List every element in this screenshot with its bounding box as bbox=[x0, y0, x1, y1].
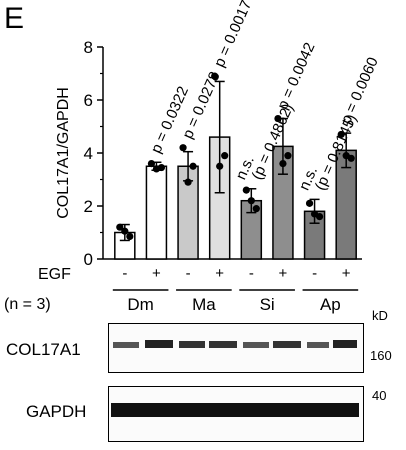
blot-label-gapdh: GAPDH bbox=[26, 402, 87, 421]
blot-gapdh bbox=[108, 386, 364, 442]
data-point bbox=[342, 152, 350, 160]
egf-sign-label: + bbox=[279, 265, 288, 282]
group-label: Ap bbox=[320, 295, 341, 314]
data-point bbox=[189, 162, 197, 170]
egf-sign-label: + bbox=[152, 265, 161, 282]
data-point bbox=[152, 165, 161, 173]
data-point bbox=[310, 210, 319, 218]
blot-col17a1 bbox=[108, 323, 364, 373]
blot-col17a1-bands bbox=[113, 340, 357, 348]
egf-sign-label: + bbox=[215, 265, 224, 282]
data-point bbox=[184, 178, 192, 186]
data-point bbox=[126, 232, 134, 241]
data-point bbox=[305, 199, 314, 207]
p-value-annotation: p = 0.0060 bbox=[337, 55, 382, 127]
y-tick-label: 0 bbox=[84, 250, 93, 269]
y-tick-label: 4 bbox=[84, 144, 93, 163]
band bbox=[209, 341, 237, 348]
blot-gapdh-bands bbox=[111, 403, 359, 417]
marker-40: 40 bbox=[372, 388, 387, 403]
egf-sign-label: - bbox=[186, 265, 191, 282]
band bbox=[111, 403, 359, 417]
data-point bbox=[216, 162, 224, 170]
data-point bbox=[242, 186, 250, 194]
data-point bbox=[284, 152, 292, 160]
y-tick-label: 8 bbox=[84, 38, 93, 57]
egf-label: EGF bbox=[38, 266, 71, 283]
y-tick-label: 6 bbox=[84, 91, 93, 110]
band bbox=[307, 342, 329, 348]
data-point bbox=[337, 130, 345, 139]
data-point bbox=[247, 197, 255, 205]
data-point bbox=[221, 152, 229, 160]
data-point bbox=[121, 227, 129, 235]
data-point bbox=[274, 114, 282, 123]
data-point bbox=[116, 223, 124, 231]
band bbox=[179, 341, 205, 348]
group-label: Si bbox=[260, 295, 275, 314]
band bbox=[145, 340, 173, 348]
egf-sign-label: - bbox=[312, 265, 317, 282]
band bbox=[113, 342, 139, 348]
p-value-annotation: p = 0.0042 bbox=[274, 40, 319, 112]
band bbox=[243, 342, 269, 348]
blot-label-col17a1: COL17A1 bbox=[6, 340, 81, 359]
p-value-annotation: p = 0.0278 bbox=[179, 69, 224, 141]
y-axis-label: COL17A1/GAPDH bbox=[55, 87, 72, 219]
y-tick-label: 2 bbox=[84, 197, 93, 216]
data-point bbox=[252, 205, 260, 213]
egf-sign-label: + bbox=[342, 265, 351, 282]
p-value-annotation: p = 0.0017 bbox=[211, 0, 256, 70]
data-point bbox=[179, 144, 187, 152]
data-point bbox=[211, 72, 219, 80]
panel-letter: E bbox=[4, 2, 25, 35]
n-label: (n = 3) bbox=[4, 296, 51, 313]
bar-chart: 0 2 4 6 8 COL17A1/GAPDH - + - + - + - + EGF (n = 3) Dm Ma… bbox=[4, 0, 382, 314]
marker-unit: kD bbox=[372, 308, 388, 323]
band bbox=[273, 341, 301, 348]
egf-sign-label: - bbox=[122, 265, 127, 282]
data-point bbox=[279, 160, 287, 168]
data-point bbox=[147, 160, 156, 168]
band bbox=[333, 340, 357, 348]
group-label: Dm bbox=[127, 295, 153, 314]
group-label: Ma bbox=[192, 295, 216, 314]
egf-sign-label: - bbox=[249, 265, 254, 282]
marker-160: 160 bbox=[370, 348, 392, 363]
bar bbox=[145, 165, 168, 260]
